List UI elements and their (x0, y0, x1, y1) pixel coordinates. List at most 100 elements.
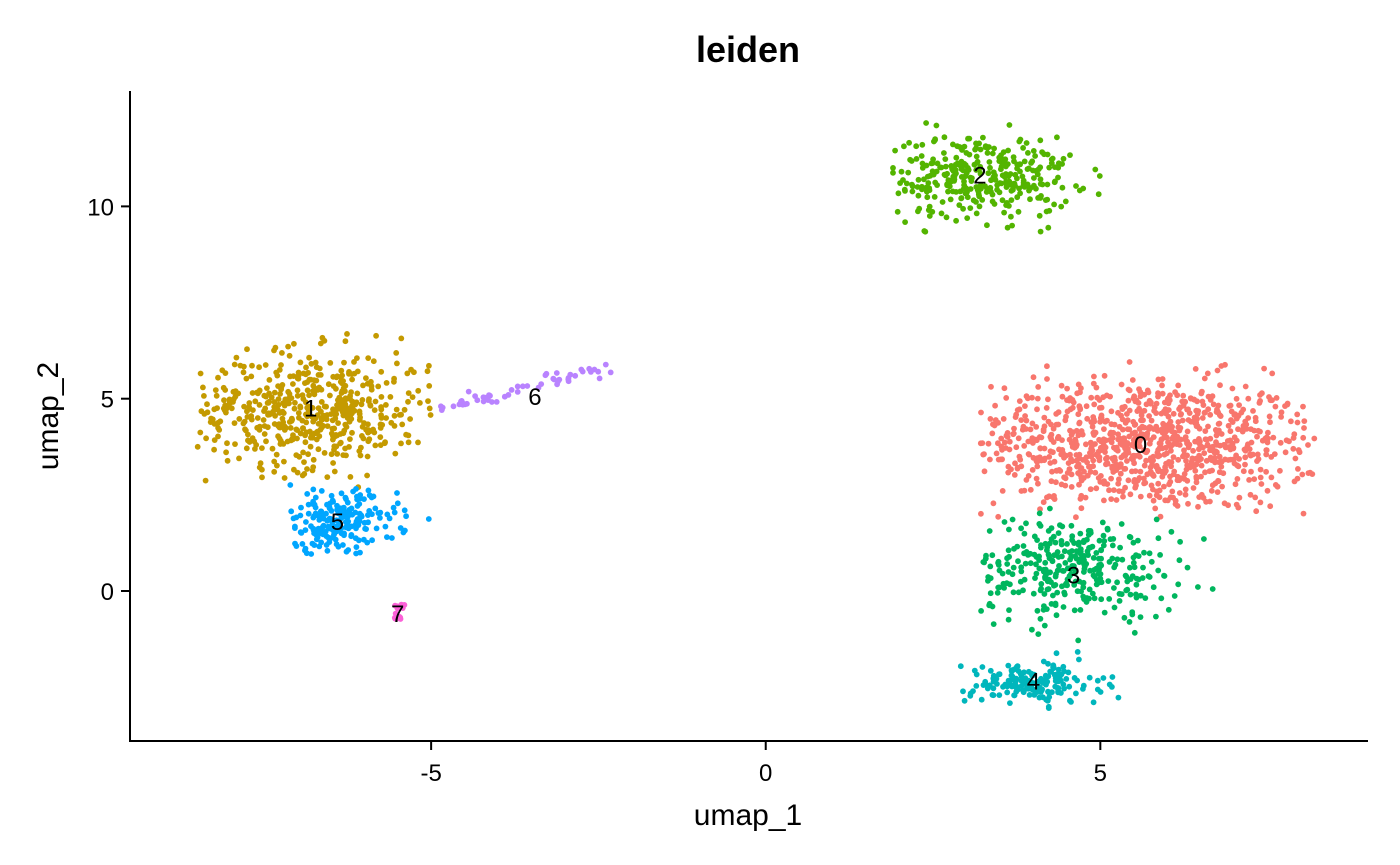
point (281, 458, 287, 465)
point (1193, 479, 1200, 486)
point (995, 584, 1002, 591)
point (1023, 549, 1030, 555)
point (340, 408, 347, 414)
point (1031, 175, 1037, 181)
point (1251, 427, 1258, 434)
point (1080, 539, 1087, 546)
point (342, 494, 349, 501)
point (256, 364, 262, 371)
point (982, 681, 989, 688)
point (1044, 494, 1050, 501)
point (1230, 456, 1237, 463)
point (333, 407, 340, 413)
point (1176, 406, 1182, 412)
point (1216, 469, 1223, 476)
point (984, 150, 991, 156)
point (960, 688, 966, 695)
point (353, 399, 360, 406)
point (1046, 164, 1053, 171)
cluster-7-points (391, 601, 408, 622)
point (232, 393, 239, 400)
point (1041, 622, 1048, 629)
point (1019, 426, 1026, 433)
point (1041, 151, 1047, 158)
point (1257, 499, 1264, 506)
point (1044, 547, 1050, 554)
point (1046, 552, 1052, 559)
point (991, 145, 997, 152)
point (1098, 473, 1104, 479)
point (1266, 413, 1273, 420)
point (983, 552, 989, 559)
point (1114, 579, 1120, 586)
point (1075, 637, 1082, 644)
point (1166, 397, 1173, 404)
point (1242, 454, 1249, 461)
point (1015, 435, 1022, 442)
point (1204, 370, 1211, 377)
point (1031, 692, 1038, 698)
point (1036, 521, 1043, 527)
point (1106, 559, 1113, 565)
point (1027, 426, 1034, 433)
point (396, 412, 403, 418)
point (1102, 444, 1109, 451)
point (1176, 477, 1183, 484)
cluster-labels-layer: 0 1 2 3 4 5 6 7 (304, 163, 1147, 696)
point (303, 519, 309, 525)
point (1126, 387, 1133, 394)
point (1167, 426, 1173, 433)
point (987, 590, 994, 597)
point (1184, 462, 1191, 469)
point (1013, 444, 1020, 451)
point (330, 460, 336, 466)
point (1017, 456, 1024, 463)
point (285, 343, 291, 350)
point (1277, 467, 1283, 474)
point (956, 202, 963, 209)
point (319, 523, 326, 530)
point (390, 504, 397, 511)
point (1001, 174, 1008, 180)
point (892, 147, 898, 154)
point (1055, 666, 1062, 673)
point (1150, 434, 1157, 440)
point (1073, 452, 1080, 458)
point (1141, 447, 1147, 453)
point (1207, 411, 1214, 418)
point (314, 412, 321, 418)
point (987, 575, 994, 582)
point (579, 368, 586, 375)
point (1121, 614, 1128, 621)
point (1158, 595, 1165, 602)
point (1027, 486, 1034, 493)
point (1078, 588, 1084, 595)
point (293, 452, 300, 458)
point (1227, 446, 1234, 453)
point (1042, 559, 1049, 566)
point (989, 430, 996, 437)
point (1130, 539, 1137, 546)
point (311, 391, 318, 398)
point (330, 433, 336, 439)
point (256, 423, 263, 430)
point (538, 381, 545, 387)
point (1098, 438, 1104, 445)
point (291, 405, 298, 412)
point (957, 663, 964, 670)
point (320, 511, 327, 518)
point (933, 122, 940, 129)
point (415, 439, 421, 446)
point (1076, 578, 1083, 585)
point (1008, 668, 1015, 675)
point (320, 422, 326, 429)
point (325, 523, 331, 530)
point (1201, 536, 1207, 542)
point (1159, 473, 1166, 480)
point (1246, 477, 1252, 483)
point (1242, 383, 1249, 390)
point (1091, 595, 1098, 602)
point (1127, 564, 1133, 571)
point (1061, 591, 1068, 598)
point (992, 176, 999, 183)
